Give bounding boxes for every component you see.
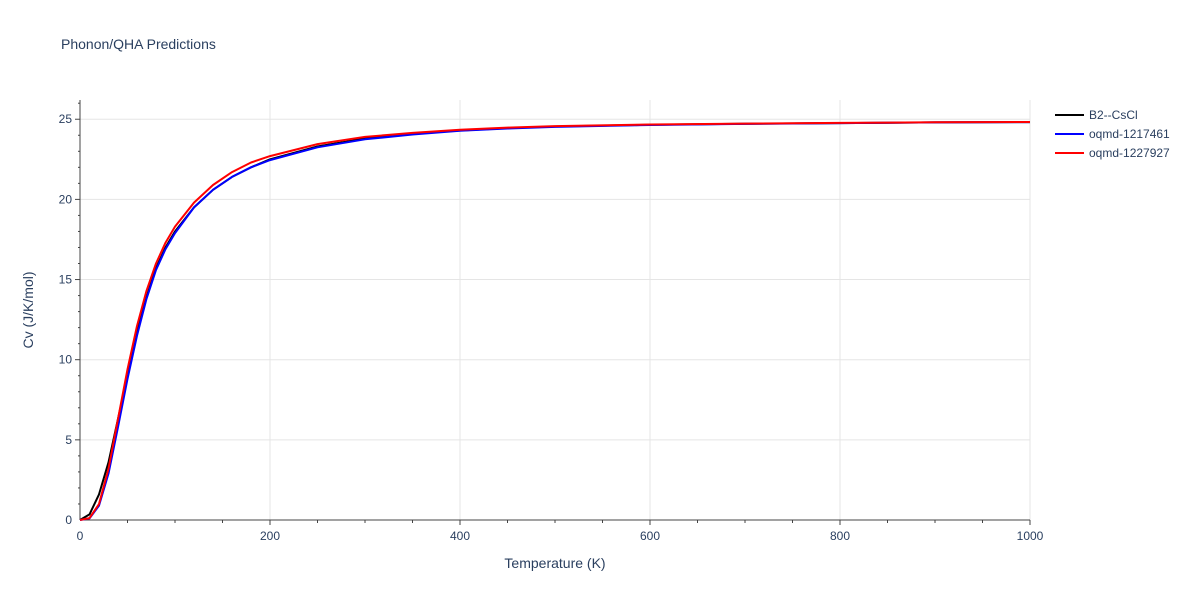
- y-tick-label: 0: [65, 513, 72, 527]
- y-tick-label: 10: [59, 353, 73, 367]
- axes: [75, 100, 1031, 525]
- legend-label: B2--CsCl: [1089, 108, 1138, 122]
- series-lines: [79, 121, 1031, 521]
- legend-item[interactable]: oqmd-1227927: [1055, 146, 1170, 160]
- x-tick-label: 400: [450, 529, 470, 543]
- x-tick-label: 1000: [1017, 529, 1044, 543]
- tick-labels: 0 200 400 600 800 1000 0 5 10 15 20 25: [59, 112, 1044, 543]
- legend-label: oqmd-1217461: [1089, 127, 1170, 141]
- legend-item[interactable]: oqmd-1217461: [1055, 127, 1170, 141]
- series-line-b2-cscl: [79, 121, 1031, 521]
- series-line-oqmd-1217461: [79, 121, 1031, 521]
- legend-item[interactable]: B2--CsCl: [1055, 108, 1138, 122]
- chart-title: Phonon/QHA Predictions: [61, 36, 216, 52]
- y-tick-label: 20: [59, 192, 73, 206]
- legend-label: oqmd-1227927: [1089, 146, 1170, 160]
- grid-lines: [80, 100, 1031, 520]
- legend[interactable]: B2--CsCl oqmd-1217461 oqmd-1227927: [1055, 108, 1170, 160]
- x-tick-label: 200: [260, 529, 280, 543]
- x-axis-title: Temperature (K): [504, 555, 605, 571]
- y-tick-label: 25: [59, 112, 73, 126]
- x-tick-label: 600: [640, 529, 660, 543]
- x-tick-label: 800: [830, 529, 850, 543]
- x-tick-label: 0: [77, 529, 84, 543]
- y-axis-title: Cv (J/K/mol): [20, 272, 36, 349]
- y-tick-label: 5: [65, 433, 72, 447]
- series-line-oqmd-1227927: [79, 121, 1031, 521]
- y-tick-label: 15: [59, 273, 73, 287]
